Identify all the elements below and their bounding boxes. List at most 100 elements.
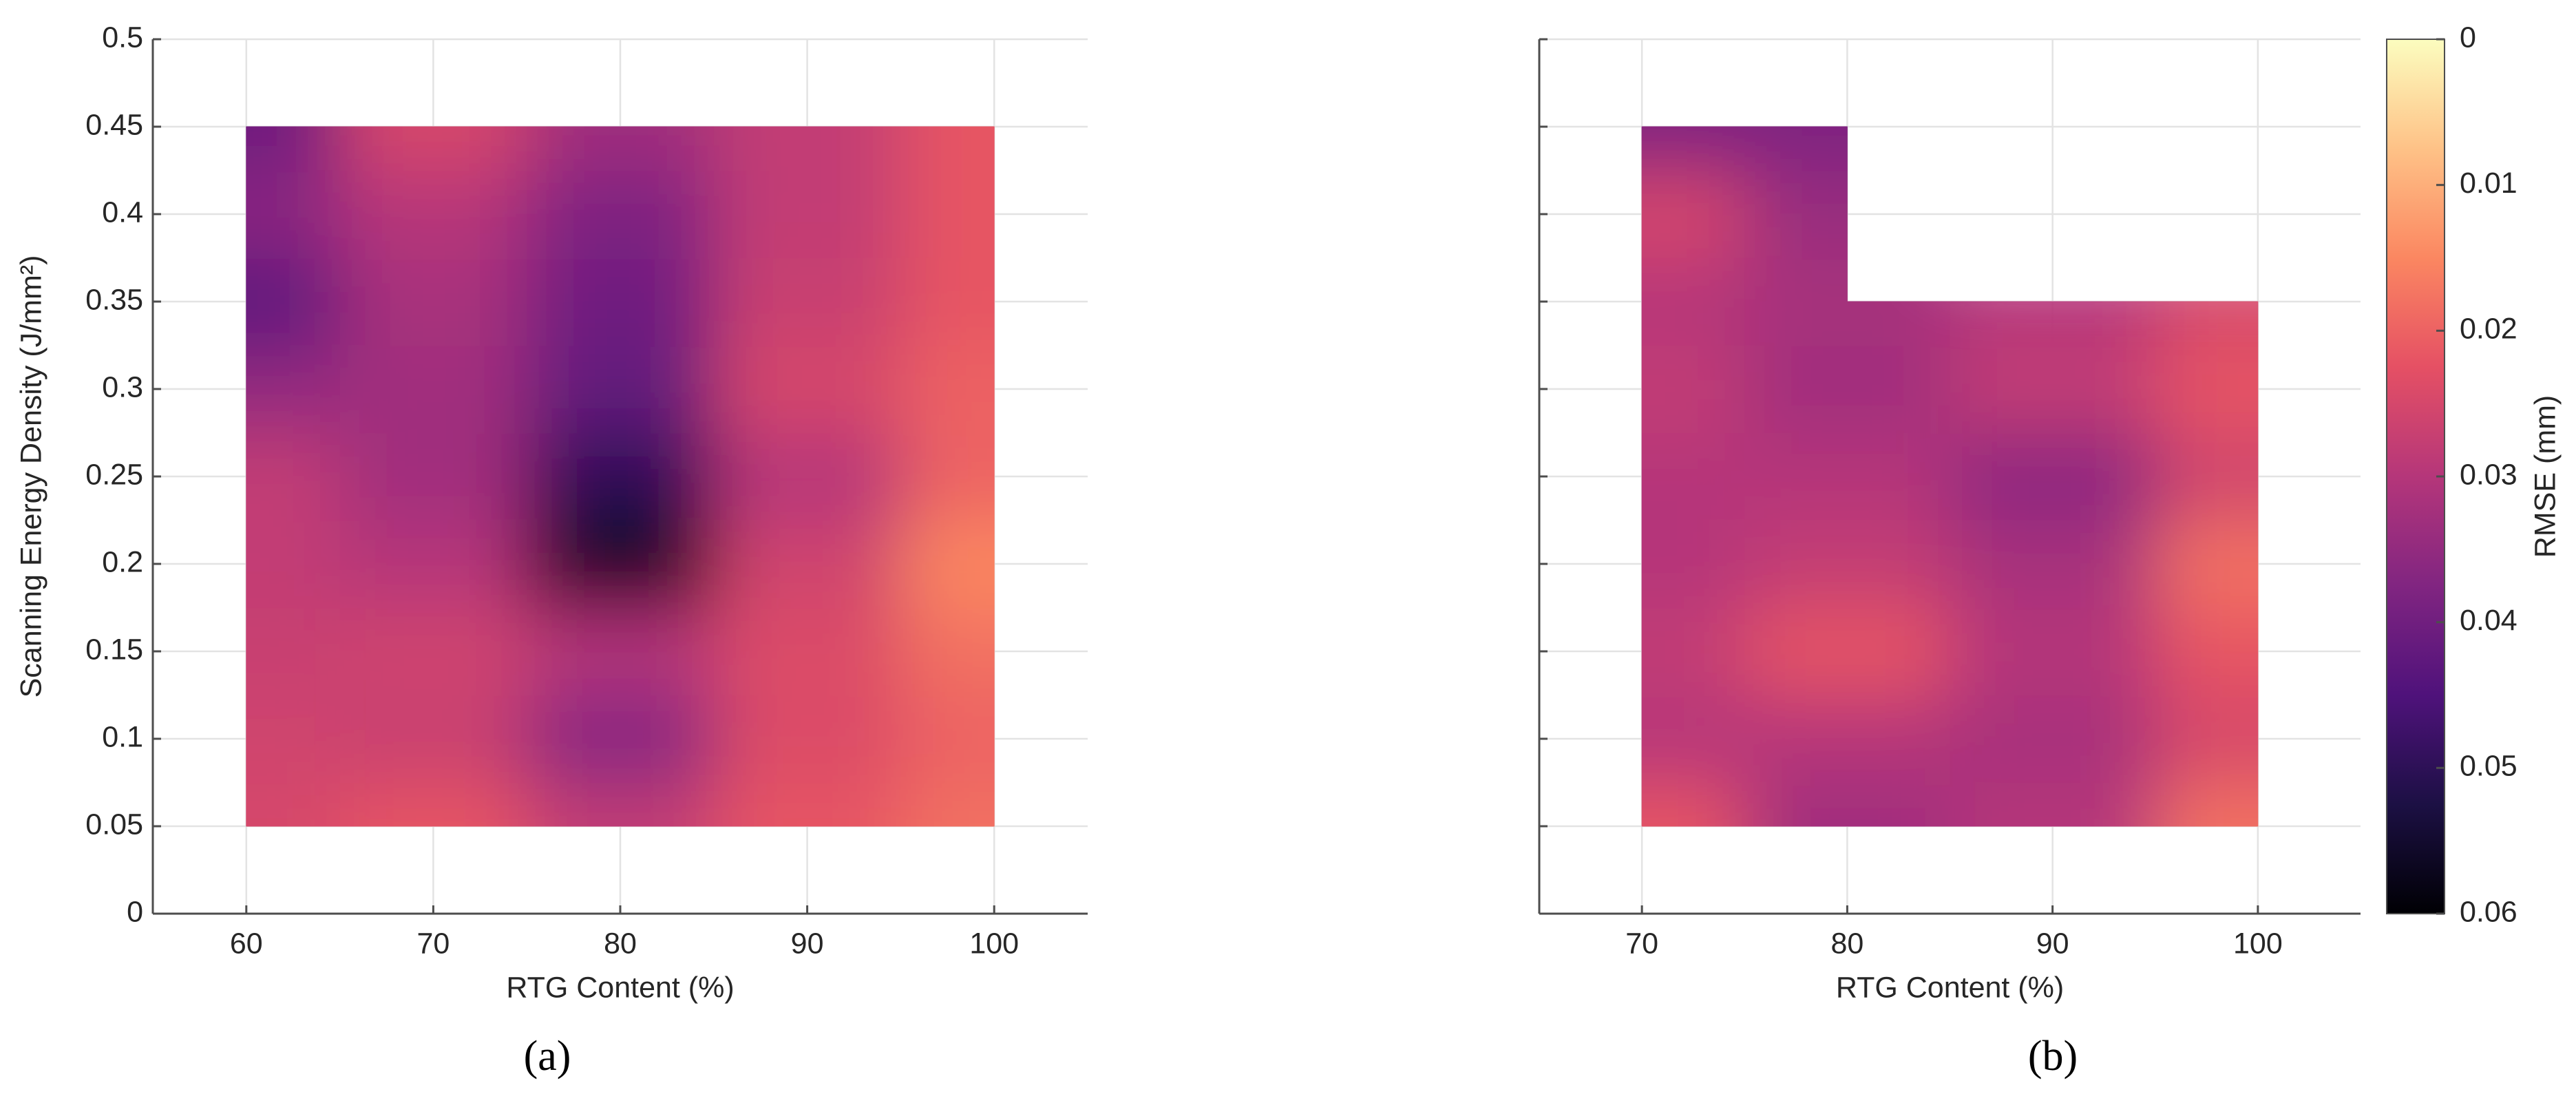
x-tick-label: 70 bbox=[1625, 927, 1658, 960]
heat-cell bbox=[527, 695, 715, 784]
x-tick-label: 90 bbox=[2036, 927, 2069, 960]
heat-cell bbox=[1641, 695, 1746, 784]
heat-cell bbox=[900, 782, 995, 827]
x-tick-label: 90 bbox=[791, 927, 824, 960]
heat-cell bbox=[1641, 170, 1746, 259]
heat-cell bbox=[339, 520, 528, 609]
heat-cell bbox=[527, 170, 715, 259]
y-tick-label: 0.05 bbox=[85, 808, 143, 841]
y-tick-label: 0.3 bbox=[102, 370, 143, 403]
heat-cell bbox=[1950, 520, 2156, 609]
heat-cell bbox=[900, 695, 995, 784]
y-tick-label: 0 bbox=[127, 895, 143, 928]
heat-cell bbox=[1641, 345, 1746, 434]
heat-cell bbox=[339, 607, 528, 696]
x-tick-label: 100 bbox=[2233, 927, 2283, 960]
heat-cell bbox=[713, 520, 902, 609]
heat-cell bbox=[339, 432, 528, 521]
heat-cell bbox=[527, 258, 715, 346]
heat-cell bbox=[246, 345, 341, 434]
heat-cell bbox=[1950, 345, 2156, 434]
y-tick-label: 0.2 bbox=[102, 545, 143, 578]
heat-cell bbox=[246, 126, 341, 171]
heat-cell bbox=[2155, 607, 2259, 696]
heat-cell bbox=[1950, 695, 2156, 784]
heat-cell bbox=[339, 258, 528, 346]
panel-label: (b) bbox=[2028, 1033, 2078, 1080]
heat-cell bbox=[1744, 695, 1951, 784]
heat-cell bbox=[246, 782, 341, 827]
heat-cell bbox=[2155, 520, 2259, 609]
heat-cell bbox=[2155, 782, 2259, 827]
heat-cell bbox=[713, 170, 902, 259]
heatmap-cells bbox=[1641, 126, 2259, 827]
y-tick-label: 0.45 bbox=[85, 108, 143, 141]
heat-cell bbox=[713, 432, 902, 521]
x-tick-label: 100 bbox=[969, 927, 1019, 960]
heat-cell bbox=[246, 520, 341, 609]
heat-cell bbox=[1744, 520, 1951, 609]
heat-cell bbox=[246, 607, 341, 696]
colorbar-tick-label: 0.01 bbox=[2460, 167, 2517, 200]
plot-0: 60 70 80 90 100 0 0.05 0.1 0.15 0.2 0.25 0.3 0.35 0.4… bbox=[14, 21, 1088, 1080]
heat-cell bbox=[246, 170, 341, 259]
heat-cell bbox=[1641, 520, 1746, 609]
heat-cell bbox=[1641, 258, 1746, 346]
heat-cell bbox=[713, 782, 902, 827]
heat-cell bbox=[1641, 607, 1746, 696]
heat-cell bbox=[1950, 432, 2156, 521]
heat-cell bbox=[527, 607, 715, 696]
colorbar-tick-label: 0.02 bbox=[2460, 313, 2517, 346]
heat-cell bbox=[1744, 607, 1951, 696]
heat-cell bbox=[1950, 607, 2156, 696]
heat-cell bbox=[246, 695, 341, 784]
heat-cell bbox=[339, 170, 528, 259]
heat-cell bbox=[246, 258, 341, 346]
y-tick-label: 0.15 bbox=[85, 633, 143, 666]
colorbar-gradient bbox=[2387, 39, 2445, 914]
y-tick-label: 0.25 bbox=[85, 458, 143, 491]
y-tick-label: 0.4 bbox=[102, 196, 143, 229]
heat-cell bbox=[1641, 126, 1746, 171]
heat-cell bbox=[1744, 258, 1951, 346]
heat-cell bbox=[1744, 782, 1951, 827]
y-tick-label: 0.5 bbox=[102, 21, 143, 54]
heat-cell bbox=[527, 432, 715, 521]
colorbar-tick-label: 0.04 bbox=[2460, 604, 2517, 637]
x-tick-label: 60 bbox=[230, 927, 263, 960]
x-axis-label: RTG Content (%) bbox=[506, 971, 734, 1004]
colorbar-label: RMSE (mm) bbox=[2529, 395, 2562, 558]
heatmap bbox=[246, 126, 995, 827]
plot-1: 70 80 90 100 RTG Content (%) (b) bbox=[1538, 38, 2361, 1080]
heat-cell bbox=[713, 345, 902, 434]
heat-cell bbox=[2155, 432, 2259, 521]
heat-cell bbox=[713, 695, 902, 784]
y-tick-label: 0.35 bbox=[85, 283, 143, 316]
heat-cell bbox=[900, 607, 995, 696]
colorbar-tick-label: 0.03 bbox=[2460, 458, 2517, 491]
heat-cell bbox=[1744, 345, 1951, 434]
heat-cell bbox=[900, 345, 995, 434]
heatmap-cells bbox=[246, 126, 995, 827]
heatmap bbox=[1641, 126, 2259, 827]
x-tick-label: 80 bbox=[1830, 927, 1864, 960]
colorbar-tick-label: 0.06 bbox=[2460, 895, 2517, 928]
heat-cell bbox=[900, 520, 995, 609]
heat-cell bbox=[713, 258, 902, 346]
heat-cell bbox=[339, 782, 528, 827]
heat-cell bbox=[339, 126, 528, 171]
x-axis-label: RTG Content (%) bbox=[1836, 971, 2064, 1004]
heat-cell bbox=[900, 170, 995, 259]
y-axis-label: Scanning Energy Density (J/mm²) bbox=[14, 255, 47, 698]
heat-cell bbox=[527, 520, 715, 609]
heat-cell bbox=[2155, 695, 2259, 784]
heat-cell bbox=[900, 258, 995, 346]
heat-cell bbox=[713, 607, 902, 696]
heat-cell bbox=[2155, 345, 2259, 434]
heat-cell bbox=[900, 126, 995, 171]
heat-cell bbox=[339, 695, 528, 784]
heat-cell bbox=[1641, 432, 1746, 521]
y-tick-label: 0.1 bbox=[102, 720, 143, 753]
x-tick-label: 80 bbox=[604, 927, 637, 960]
